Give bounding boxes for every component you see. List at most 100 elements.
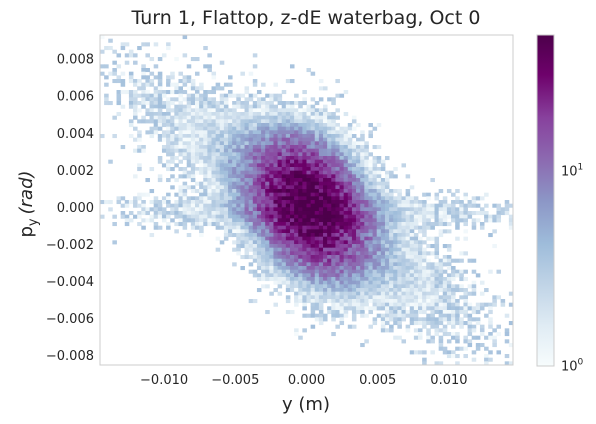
heatmap-cell: [269, 255, 274, 260]
heatmap-cell: [174, 222, 179, 227]
heatmap-cell: [409, 244, 415, 249]
heatmap-cell: [174, 57, 179, 62]
heatmap-cell: [269, 233, 274, 238]
heatmap-cell: [228, 225, 233, 230]
heatmap-cell: [153, 101, 159, 106]
heatmap-cell: [170, 75, 175, 80]
heatmap-cell: [277, 273, 283, 278]
heatmap-cell: [211, 189, 217, 194]
heatmap-cell: [170, 211, 175, 216]
heatmap-cell: [108, 38, 113, 43]
heatmap-cell: [426, 295, 431, 300]
heatmap-cell: [157, 71, 163, 76]
heatmap-cell: [228, 185, 233, 190]
heatmap-cell: [446, 229, 452, 234]
heatmap-cell: [182, 90, 188, 95]
heatmap-cell: [368, 284, 373, 289]
heatmap-cell: [310, 178, 316, 183]
heatmap-cell: [153, 130, 159, 135]
heatmap-cell: [182, 148, 188, 153]
heatmap-cell: [376, 167, 382, 172]
heatmap-cell: [256, 152, 262, 157]
heatmap-cell: [422, 299, 427, 304]
heatmap-cell: [397, 196, 402, 201]
heatmap-cell: [331, 189, 336, 194]
heatmap-cell: [298, 236, 303, 241]
heatmap-cell: [384, 266, 390, 271]
heatmap-cell: [393, 277, 398, 282]
heatmap-cell: [215, 218, 221, 223]
heatmap-cell: [182, 35, 188, 40]
heatmap-cell: [277, 280, 283, 285]
heatmap-cell: [178, 130, 183, 135]
heatmap-cell: [413, 313, 419, 318]
heatmap-cell: [331, 123, 336, 128]
heatmap-cell: [281, 236, 287, 241]
heatmap-cell: [446, 332, 452, 337]
heatmap-cell: [364, 203, 369, 208]
heatmap-cell: [302, 145, 307, 150]
heatmap-cell: [281, 119, 287, 124]
heatmap-cell: [182, 145, 188, 150]
heatmap-cell: [331, 181, 336, 186]
heatmap-cell: [228, 93, 233, 98]
heatmap-cell: [277, 108, 283, 113]
heatmap-cell: [327, 185, 332, 190]
heatmap-cell: [265, 244, 270, 249]
heatmap-cell: [339, 244, 345, 249]
heatmap-cell: [318, 134, 324, 139]
heatmap-cell: [372, 203, 378, 208]
heatmap-cell: [339, 229, 345, 234]
heatmap-cell: [294, 141, 299, 146]
heatmap-cell: [339, 145, 345, 150]
heatmap-cell: [488, 324, 493, 329]
heatmap-cell: [405, 214, 411, 219]
heatmap-cell: [285, 145, 291, 150]
heatmap-cell: [228, 178, 233, 183]
heatmap-cell: [401, 310, 407, 315]
heatmap-cell: [211, 214, 217, 219]
heatmap-cell: [446, 354, 452, 359]
heatmap-cell: [294, 295, 299, 300]
heatmap-cell: [368, 185, 373, 190]
heatmap-cell: [228, 203, 233, 208]
heatmap-cell: [302, 185, 307, 190]
heatmap-cell: [397, 211, 402, 216]
heatmap-cell: [145, 79, 150, 84]
heatmap-cell: [343, 90, 349, 95]
heatmap-cell: [112, 49, 117, 54]
heatmap-cell: [360, 214, 365, 219]
heatmap-cell: [281, 277, 287, 282]
heatmap-cell: [248, 134, 254, 139]
heatmap-cell: [376, 185, 382, 190]
heatmap-cell: [426, 214, 431, 219]
heatmap-cell: [484, 302, 489, 307]
heatmap-cell: [418, 207, 423, 212]
heatmap-cell: [343, 214, 349, 219]
heatmap-cell: [298, 280, 303, 285]
heatmap-cell: [343, 185, 349, 190]
heatmap-cell: [261, 181, 266, 186]
heatmap-cell: [318, 284, 324, 289]
heatmap-cell: [418, 229, 423, 234]
heatmap-cell: [211, 185, 217, 190]
heatmap-cell: [261, 134, 266, 139]
heatmap-cell: [318, 222, 324, 227]
heatmap-cell: [413, 277, 419, 282]
heatmap-cell: [364, 196, 369, 201]
heatmap-cell: [430, 269, 435, 274]
heatmap-cell: [178, 167, 183, 172]
heatmap-cell: [252, 137, 258, 142]
heatmap-cell: [314, 108, 320, 113]
heatmap-cell: [413, 251, 419, 256]
heatmap-cell: [508, 203, 513, 208]
heatmap-cell: [265, 258, 270, 263]
heatmap-cell: [459, 214, 464, 219]
heatmap-cell: [426, 299, 431, 304]
heatmap-cell: [207, 53, 212, 58]
heatmap-cell: [376, 240, 382, 245]
heatmap-cell: [351, 214, 357, 219]
heatmap-cell: [368, 310, 373, 315]
heatmap-cell: [389, 189, 394, 194]
heatmap-cell: [261, 211, 266, 216]
